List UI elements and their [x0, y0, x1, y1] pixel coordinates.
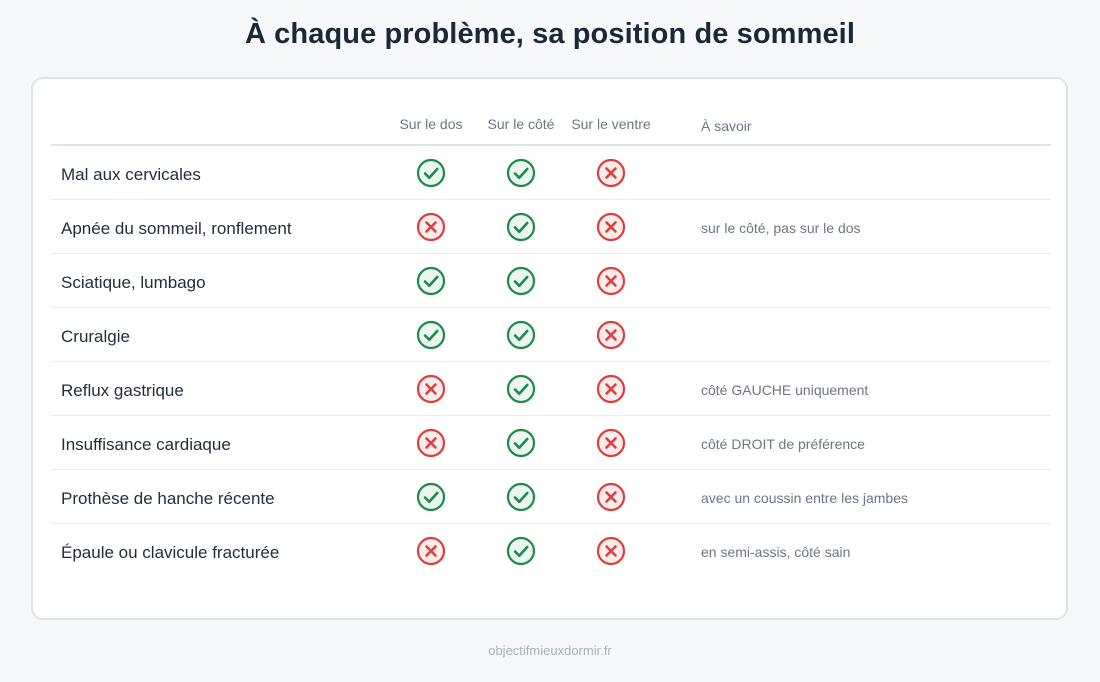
- table-row: Apnée du sommeil, ronflement sur le côté,…: [51, 200, 1051, 254]
- row-label: Prothèse de hanche récente: [61, 489, 275, 508]
- back-check-circle-icon: [416, 320, 446, 350]
- stomach-x-circle-icon: [596, 428, 626, 458]
- row-label: Cruralgie: [61, 327, 130, 346]
- page-title: À chaque problème, sa position de sommei…: [244, 18, 855, 50]
- back-x-circle-icon: [416, 536, 446, 566]
- row-note: côté GAUCHE uniquement: [701, 382, 869, 398]
- stomach-x-circle-icon: [596, 320, 626, 350]
- table-body: Mal aux cervicales Apnée du sommeil, ronf…: [51, 146, 1051, 578]
- table-row: Prothèse de hanche récente avec un coussi…: [51, 470, 1051, 524]
- side-check-circle-icon: [506, 212, 536, 242]
- table-row: Insuffisance cardiaque côté DROIT de préf…: [51, 416, 1051, 470]
- row-label: Insuffisance cardiaque: [61, 435, 231, 454]
- footer-source: objectifmieuxdormir.fr: [488, 643, 612, 658]
- side-check-circle-icon: [506, 428, 536, 458]
- sleep-position-table: Sur le dos Sur le côté Sur le ventre À s…: [51, 79, 1051, 578]
- row-label: Mal aux cervicales: [61, 165, 201, 184]
- table-header: Sur le dos Sur le côté Sur le ventre À s…: [51, 79, 1051, 146]
- back-x-circle-icon: [416, 374, 446, 404]
- table-row: Épaule ou clavicule fracturée en semi-ass…: [51, 524, 1051, 578]
- column-header-back: Sur le dos: [399, 116, 463, 132]
- side-check-circle-icon: [506, 536, 536, 566]
- table-row: Cruralgie: [51, 308, 1051, 362]
- row-label: Épaule ou clavicule fracturée: [61, 543, 280, 562]
- side-check-circle-icon: [506, 482, 536, 512]
- comparison-card: Sur le dos Sur le côté Sur le ventre À s…: [31, 77, 1068, 620]
- column-header-notes: À savoir: [701, 118, 752, 134]
- table-row: Sciatique, lumbago: [51, 254, 1051, 308]
- stomach-x-circle-icon: [596, 212, 626, 242]
- side-check-circle-icon: [506, 374, 536, 404]
- side-check-circle-icon: [506, 158, 536, 188]
- table-row: Reflux gastrique côté GAUCHE uniquement: [51, 362, 1051, 416]
- row-note: sur le côté, pas sur le dos: [701, 220, 861, 236]
- row-note: en semi-assis, côté sain: [701, 544, 851, 560]
- back-check-circle-icon: [416, 266, 446, 296]
- table-row: Mal aux cervicales: [51, 146, 1051, 200]
- side-check-circle-icon: [506, 266, 536, 296]
- row-label: Apnée du sommeil, ronflement: [61, 219, 292, 238]
- side-check-circle-icon: [506, 320, 536, 350]
- stomach-x-circle-icon: [596, 374, 626, 404]
- row-note: avec un coussin entre les jambes: [701, 490, 908, 506]
- stomach-x-circle-icon: [596, 158, 626, 188]
- stomach-x-circle-icon: [596, 482, 626, 512]
- back-x-circle-icon: [416, 428, 446, 458]
- stomach-x-circle-icon: [596, 266, 626, 296]
- back-check-circle-icon: [416, 158, 446, 188]
- column-header-stomach: Sur le ventre: [571, 116, 651, 132]
- row-label: Sciatique, lumbago: [61, 273, 206, 292]
- back-check-circle-icon: [416, 482, 446, 512]
- row-label: Reflux gastrique: [61, 381, 184, 400]
- back-x-circle-icon: [416, 212, 446, 242]
- column-header-side: Sur le côté: [487, 116, 555, 132]
- row-note: côté DROIT de préférence: [701, 436, 865, 452]
- stomach-x-circle-icon: [596, 536, 626, 566]
